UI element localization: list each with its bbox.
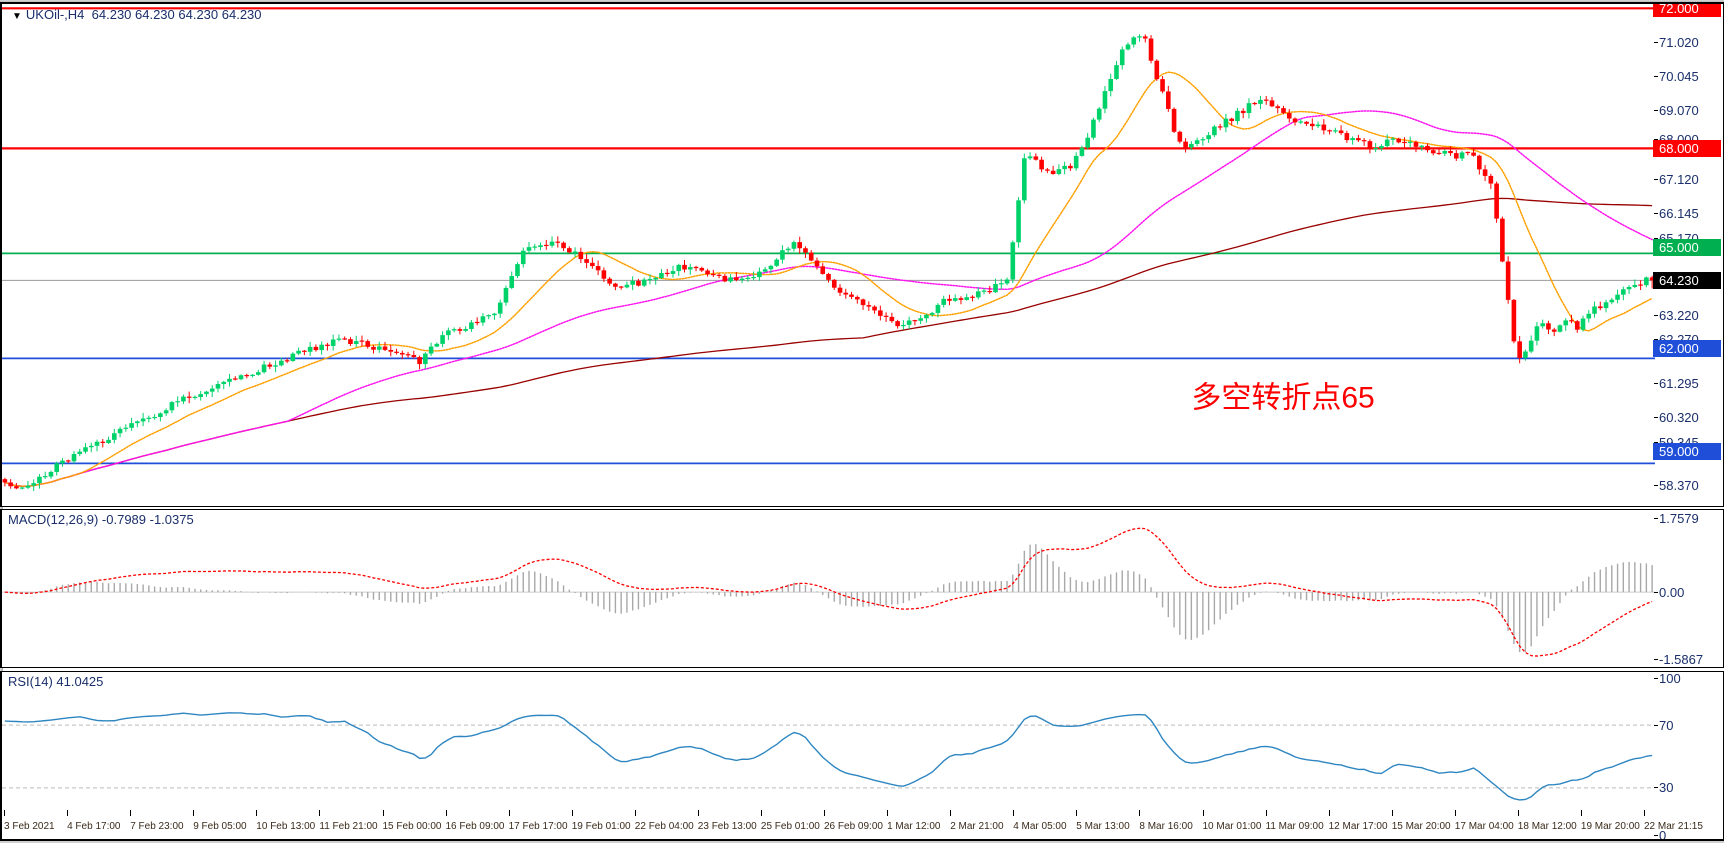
svg-text:多空转折点65: 多空转折点65 — [1191, 381, 1374, 414]
